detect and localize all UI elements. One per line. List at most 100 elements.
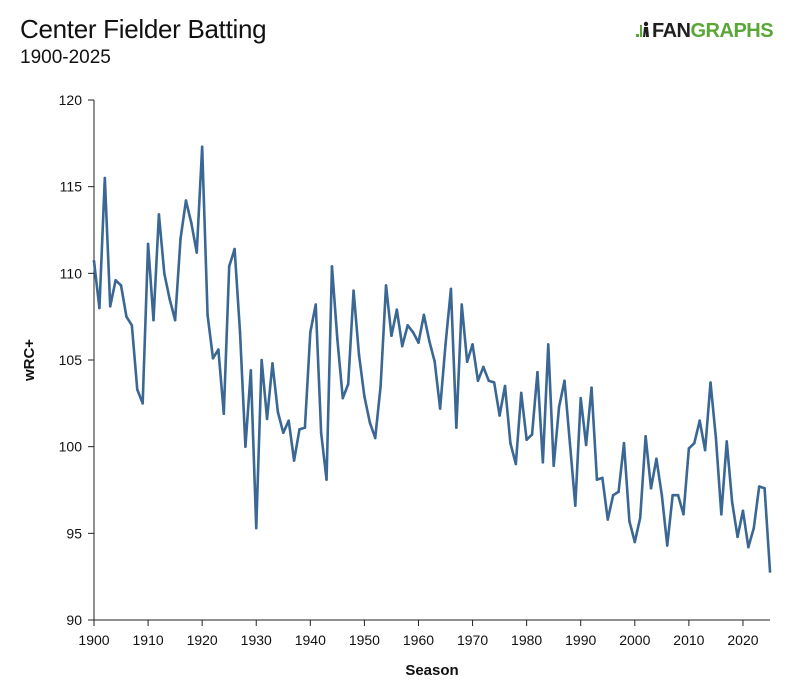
data-point: [238, 330, 242, 334]
data-point: [190, 221, 193, 225]
data-point: [303, 426, 307, 429]
data-point: [265, 417, 269, 421]
series-line: [92, 145, 772, 573]
data-point: [314, 303, 318, 306]
data-point: [606, 518, 610, 521]
data-point: [628, 519, 631, 523]
data-point: [438, 407, 442, 410]
x-tick-label: 2010: [673, 632, 704, 648]
data-point: [503, 384, 507, 388]
data-point: [720, 512, 723, 516]
chart-subtitle: 1900-2025: [20, 47, 111, 68]
data-point: [157, 213, 161, 216]
data-point: [660, 493, 664, 497]
x-tick-label: 1900: [78, 632, 109, 648]
data-point: [617, 490, 620, 494]
data-point: [633, 540, 637, 544]
data-point: [103, 176, 107, 180]
data-point: [757, 485, 761, 488]
data-point: [125, 315, 128, 318]
data-point: [487, 379, 491, 383]
data-point: [309, 330, 312, 334]
data-point: [692, 441, 696, 445]
data-point: [449, 287, 453, 291]
data-point: [568, 441, 572, 445]
data-point: [492, 381, 496, 384]
data-point: [530, 433, 534, 436]
data-point: [346, 382, 350, 386]
data-point: [622, 441, 626, 445]
data-points: [92, 145, 772, 573]
y-tick-label: 110: [60, 265, 83, 281]
data-point: [574, 504, 577, 507]
logo-text-graphs: GRAPHS: [690, 20, 774, 42]
data-point: [98, 306, 101, 310]
data-point: [536, 370, 539, 374]
data-point: [357, 353, 361, 357]
data-point: [179, 237, 182, 240]
data-point: [514, 462, 518, 466]
data-point: [601, 476, 604, 480]
x-tick-label: 1930: [241, 632, 272, 648]
data-point: [444, 343, 447, 346]
chart-title: Center Fielder Batting: [20, 14, 267, 44]
data-point: [698, 419, 701, 422]
data-point: [152, 318, 155, 322]
data-point: [736, 535, 739, 539]
data-point: [703, 448, 707, 452]
data-point: [244, 445, 247, 448]
data-point: [135, 388, 139, 391]
data-point: [552, 464, 555, 468]
data-point: [271, 362, 274, 365]
y-tick-label: 105: [59, 352, 83, 368]
data-point: [595, 478, 599, 481]
data-point: [665, 544, 669, 547]
data-point: [287, 419, 290, 422]
data-point: [141, 402, 144, 405]
data-point: [525, 438, 528, 442]
data-point: [638, 516, 642, 520]
data-point: [222, 412, 226, 416]
data-point: [379, 384, 382, 388]
data-point: [655, 457, 658, 461]
data-point: [352, 289, 355, 292]
y-tick-label: 95: [66, 525, 82, 541]
data-point: [676, 493, 680, 497]
logo-text-fan: FAN: [652, 20, 691, 42]
data-point: [319, 431, 323, 435]
data-point: [368, 421, 372, 424]
data-point: [519, 391, 523, 395]
y-tick-label: 115: [60, 179, 83, 195]
data-point: [730, 500, 734, 504]
data-point: [590, 386, 593, 390]
y-tick-label: 120: [59, 92, 83, 108]
y-tick-label: 100: [59, 439, 83, 455]
data-point: [411, 330, 415, 334]
data-point: [119, 284, 123, 287]
data-point: [579, 396, 583, 400]
data-point: [671, 493, 674, 497]
data-point: [130, 324, 134, 327]
data-point: [108, 304, 112, 308]
data-point: [482, 365, 485, 369]
data-point: [395, 308, 399, 312]
x-tick-label: 1910: [133, 632, 164, 648]
data-point: [471, 343, 474, 346]
y-tick-label: 90: [66, 612, 82, 628]
data-point: [227, 265, 231, 268]
data-point: [465, 360, 469, 364]
data-point: [206, 313, 209, 317]
data-point: [563, 379, 566, 383]
data-point: [546, 343, 550, 346]
x-tick-label: 1970: [457, 632, 488, 648]
data-point: [260, 358, 263, 362]
data-point: [709, 381, 712, 384]
x-tick-label: 2020: [727, 632, 758, 648]
data-point: [373, 436, 377, 440]
data-point: [292, 459, 296, 462]
data-point: [541, 460, 545, 464]
data-point: [254, 526, 258, 530]
data-point: [114, 278, 117, 282]
data-point: [417, 341, 420, 344]
data-point: [195, 251, 199, 254]
